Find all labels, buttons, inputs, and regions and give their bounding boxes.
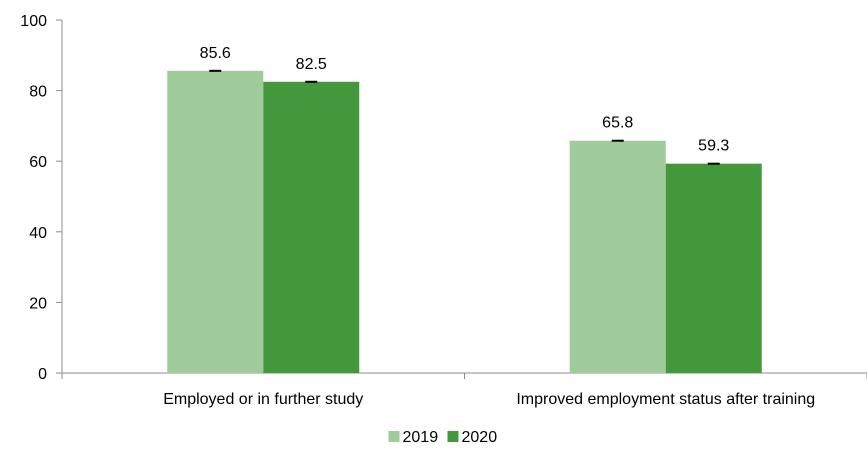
y-tick-label: 100: [20, 13, 47, 30]
legend-swatch-2020: [447, 431, 459, 442]
x-category-label: Improved employment status after trainin…: [516, 391, 815, 408]
bar-2019: [167, 70, 264, 373]
y-tick-label: 60: [29, 154, 47, 171]
x-axis: Employed or in further study Improved emp…: [61, 372, 867, 408]
y-axis: 0 20 40 60 80 100: [20, 13, 63, 383]
data-labels: 85.6 82.5 65.8 59.3: [200, 45, 730, 155]
x-category-label: Employed or in further study: [163, 391, 363, 408]
data-label: 82.5: [296, 56, 327, 73]
legend-label-2020: 2020: [462, 429, 498, 446]
legend: 2019 2020: [388, 429, 498, 446]
bar-2019: [569, 140, 666, 373]
data-label: 85.6: [200, 45, 231, 62]
y-tick-label: 20: [29, 295, 47, 312]
data-label: 59.3: [698, 138, 729, 155]
bar-2020: [263, 81, 360, 374]
y-tick-label: 80: [29, 84, 47, 101]
bar-2020: [665, 163, 762, 373]
legend-swatch-2019: [388, 431, 400, 442]
legend-label-2019: 2019: [403, 429, 439, 446]
data-label: 65.8: [602, 115, 633, 132]
bars: [167, 69, 762, 374]
y-tick-label: 40: [29, 225, 47, 242]
y-tick-label: 0: [38, 366, 47, 383]
